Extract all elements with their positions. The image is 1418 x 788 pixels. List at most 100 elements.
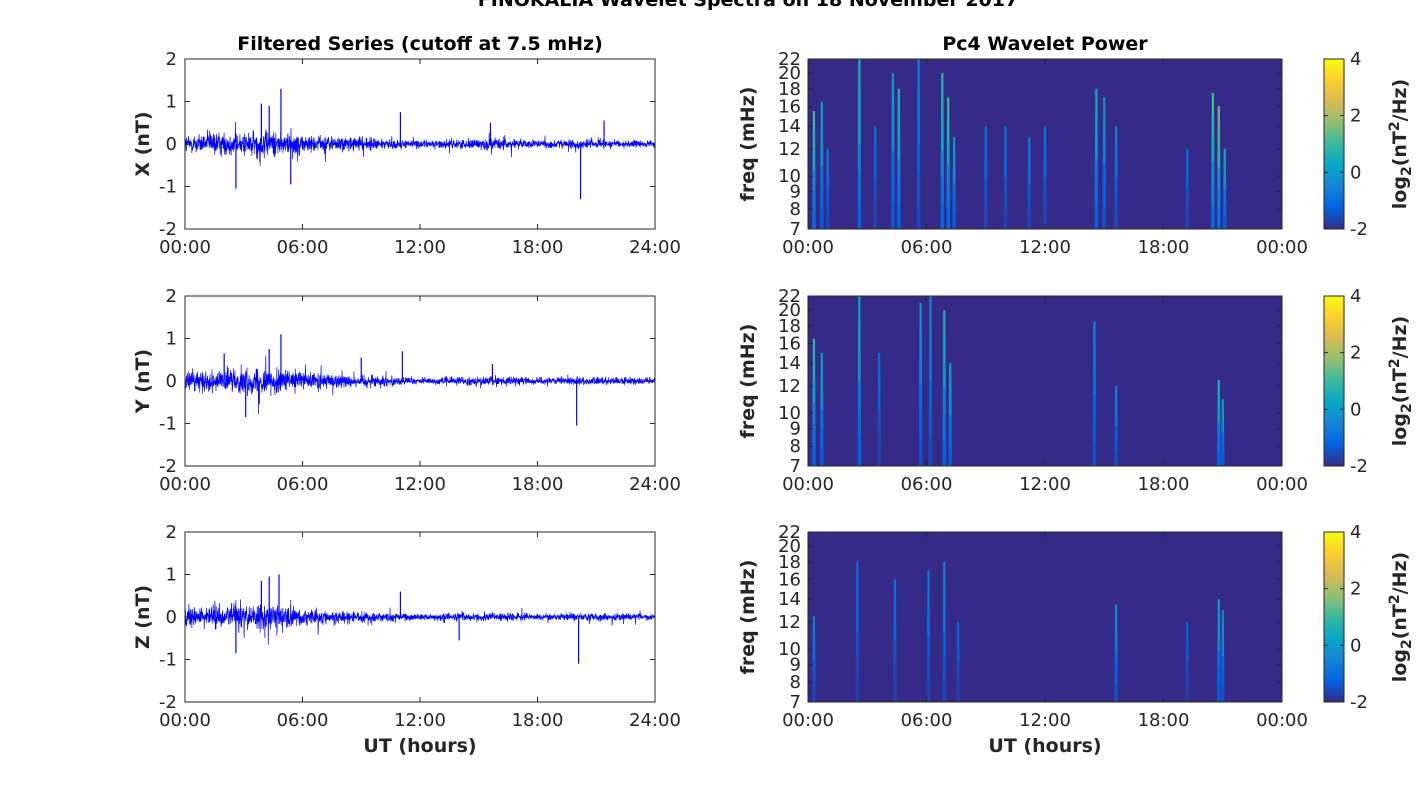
- wavelet-burst-segment: [1217, 451, 1221, 467]
- wavelet-burst-segment: [812, 658, 816, 674]
- y-tick-label: -1: [159, 414, 177, 435]
- freq-tick-label: 10: [778, 403, 801, 424]
- wavelet-burst-segment: [948, 448, 952, 467]
- wavelet-burst-x: [857, 59, 862, 230]
- wavelet-burst-segment: [893, 620, 897, 642]
- colorbar-label-part: 2: [1387, 594, 1403, 604]
- wavelet-burst-segment: [952, 167, 956, 184]
- freq-tick-label: 8: [790, 199, 801, 220]
- wavelet-burst-segment: [1094, 205, 1099, 230]
- wavelet-burst-segment: [1223, 202, 1227, 217]
- colorbar-label-z: log2(nT2/Hz): [1387, 552, 1415, 682]
- wavelet-burst-segment: [857, 115, 861, 145]
- wavelet-burst-segment: [1217, 208, 1221, 230]
- x-tick-label: 18:00: [512, 474, 564, 495]
- wavelet-burst-y: [928, 296, 933, 467]
- x-tick-label: 24:00: [629, 710, 681, 731]
- wavelet-burst-x: [1102, 97, 1107, 230]
- wavelet-burst-segment: [897, 112, 901, 137]
- wavelet-burst-segment: [1114, 211, 1118, 230]
- wavelet-burst-segment: [820, 390, 824, 410]
- freq-tick-label: 22: [778, 49, 801, 70]
- wavelet-burst-segment: [983, 211, 988, 230]
- wavelet-burst-segment: [812, 169, 816, 191]
- wavelet-burst-segment: [1217, 650, 1221, 669]
- wavelet-burst-segment: [1043, 177, 1047, 196]
- wavelet-burst-segment: [1220, 454, 1225, 467]
- wavelet-burst-segment: [1043, 126, 1047, 144]
- colorbar-tick-label: -2: [1350, 219, 1368, 240]
- wavelet-burst-segment: [1028, 137, 1031, 153]
- wavelet-burst-segment: [1027, 183, 1031, 199]
- wavelet-burst-segment: [812, 359, 816, 382]
- wavelet-burst-segment: [820, 207, 824, 230]
- series-trace-x: [184, 121, 656, 167]
- wavelet-burst-segment: [891, 177, 895, 204]
- colorbar-label-part: log: [1389, 413, 1411, 446]
- wavelet-burst-y: [918, 302, 923, 467]
- wavelet-burst-segment: [1092, 417, 1097, 443]
- x-tick-label: 06:00: [277, 710, 329, 731]
- wavelet-burst-z: [1185, 621, 1189, 703]
- x-tick-label: 00:00: [782, 237, 834, 258]
- wavelet-burst-segment: [1217, 394, 1221, 410]
- wavelet-burst-segment: [956, 675, 960, 690]
- wavelet-background-z: [808, 532, 1282, 702]
- freq-tick-label: 16: [778, 333, 801, 354]
- wavelet-burst-segment: [918, 438, 923, 467]
- series-ylabel-x: X (nT): [132, 111, 154, 176]
- colorbar-label-part: /Hz): [1389, 316, 1411, 359]
- wavelet-burst-segment: [820, 122, 824, 145]
- wavelet-burst-segment: [812, 130, 816, 151]
- wavelet-burst-segment: [1093, 369, 1096, 395]
- wavelet-burst-segment: [1092, 393, 1096, 419]
- wavelet-burst-segment: [812, 338, 816, 361]
- wavelet-burst-x: [1114, 126, 1118, 230]
- wavelet-burst-segment: [812, 381, 816, 403]
- x-tick-label: 00:00: [159, 474, 211, 495]
- wavelet-burst-segment: [1103, 119, 1106, 142]
- wavelet-burst-segment: [929, 296, 932, 325]
- x-tick-label: 06:00: [901, 237, 953, 258]
- wavelet-ylabel-x: freq (mHz): [737, 87, 759, 202]
- x-tick-label: 12:00: [1019, 710, 1071, 731]
- wavelet-burst-segment: [942, 631, 946, 656]
- y-tick-label: 1: [166, 92, 177, 113]
- wavelet-burst-segment: [1186, 148, 1189, 163]
- wavelet-burst-segment: [940, 125, 944, 152]
- wavelet-burst-segment: [1004, 177, 1007, 196]
- right-xlabel: UT (hours): [988, 735, 1101, 757]
- wavelet-burst-segment: [1221, 398, 1224, 411]
- wavelet-burst-y: [820, 352, 824, 467]
- wavelet-burst-segment: [1114, 177, 1118, 196]
- y-tick-label: 0: [166, 371, 177, 392]
- series-ylabel-y: Y (nT): [132, 349, 154, 414]
- wavelet-burst-x: [812, 110, 816, 230]
- wavelet-burst-segment: [1217, 667, 1221, 686]
- wavelet-burst-segment: [873, 143, 877, 161]
- wavelet-burst-segment: [949, 363, 952, 381]
- freq-tick-label: 12: [778, 612, 801, 633]
- wavelet-burst-y: [877, 352, 881, 467]
- wavelet-burst-segment: [918, 411, 923, 440]
- wavelet-burst-segment: [1221, 410, 1224, 422]
- wavelet-burst-segment: [855, 678, 860, 703]
- wavelet-burst-segment: [873, 160, 877, 179]
- wavelet-burst-segment: [943, 336, 946, 363]
- freq-tick-label: 18: [778, 79, 801, 100]
- colorbar-label-part: /Hz): [1389, 552, 1411, 595]
- wavelet-burst-segment: [952, 198, 956, 215]
- wavelet-burst-segment: [940, 203, 945, 230]
- freq-tick-label: 10: [778, 166, 801, 187]
- freq-tick-label: 12: [778, 139, 801, 160]
- wavelet-burst-segment: [952, 183, 956, 199]
- wavelet-burst-segment: [812, 423, 816, 446]
- wavelet-burst-segment: [812, 402, 816, 425]
- wavelet-burst-segment: [1217, 616, 1221, 634]
- wavelet-burst-segment: [1217, 422, 1221, 438]
- freq-tick-label: 9: [790, 655, 801, 676]
- y-tick-label: 2: [166, 286, 177, 307]
- wavelet-burst-segment: [1185, 648, 1189, 663]
- wavelet-burst-segment: [812, 673, 816, 689]
- wavelet-burst-x: [1003, 126, 1008, 230]
